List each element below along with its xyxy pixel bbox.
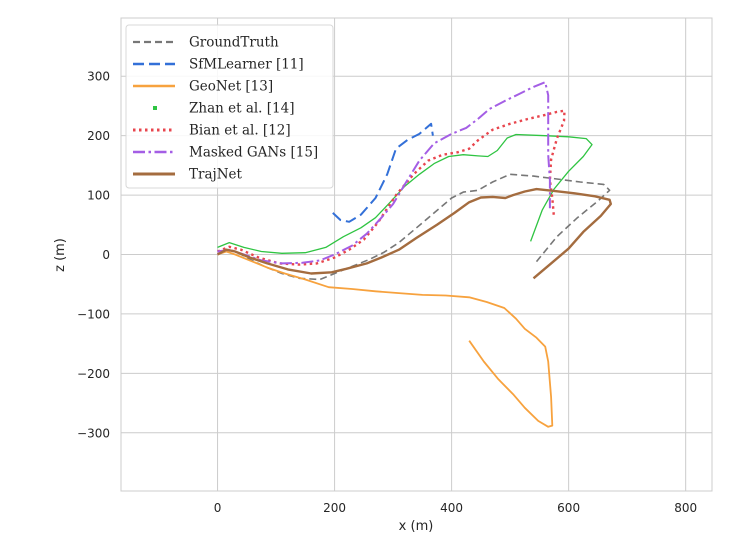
y-tick-label: 100 bbox=[87, 189, 110, 203]
legend-label-masked-gans-15: Masked GANs [15] bbox=[189, 145, 318, 161]
legend-label-zhan-et-al-14: Zhan et al. [14] bbox=[189, 101, 294, 117]
series-layer bbox=[216, 81, 612, 428]
x-tick-label: 600 bbox=[557, 501, 580, 515]
series-line-groundtruth bbox=[217, 173, 611, 281]
y-tick-label: −200 bbox=[77, 367, 110, 381]
y-tick-labels: −300 −200 −100 0 100 200 300 bbox=[77, 70, 110, 441]
x-tick-label: 800 bbox=[674, 501, 697, 515]
y-tick-label: 300 bbox=[87, 70, 110, 84]
x-tick-label: 0 bbox=[214, 501, 222, 515]
legend-swatch-zhan-et-al-14 bbox=[153, 106, 157, 110]
legend-label-sfmlearner-11: SfMLearner [11] bbox=[189, 57, 304, 73]
series-line-zhan-et-al-14 bbox=[217, 133, 593, 254]
series-line-trajnet bbox=[216, 187, 612, 280]
legend-box bbox=[125, 24, 334, 189]
x-tick-labels: 0 200 400 600 800 bbox=[214, 501, 697, 515]
legend-label-geonet-13: GeoNet [13] bbox=[189, 79, 273, 95]
x-axis-label: x (m) bbox=[399, 519, 434, 534]
plot-frame bbox=[120, 17, 713, 492]
series-line-masked-gans-15 bbox=[217, 81, 551, 265]
legend: GroundTruth SfMLearner [11] GeoNet [13] Zha… bbox=[125, 24, 334, 189]
y-tick-label: 0 bbox=[102, 248, 110, 262]
y-tick-label: −300 bbox=[77, 426, 110, 440]
x-tick-label: 200 bbox=[323, 501, 346, 515]
legend-label-groundtruth: GroundTruth bbox=[189, 35, 279, 51]
series-line-geonet-13 bbox=[217, 250, 554, 428]
series-line-sfmlearner-11 bbox=[332, 122, 434, 223]
y-tick-label: −100 bbox=[77, 307, 110, 321]
y-tick-label: 200 bbox=[87, 129, 110, 143]
y-axis-label: z (m) bbox=[53, 238, 68, 272]
legend-label-bian-et-al-12: Bian et al. [12] bbox=[189, 123, 291, 139]
x-tick-label: 400 bbox=[440, 501, 463, 515]
legend-label-trajnet: TrajNet bbox=[189, 167, 242, 183]
